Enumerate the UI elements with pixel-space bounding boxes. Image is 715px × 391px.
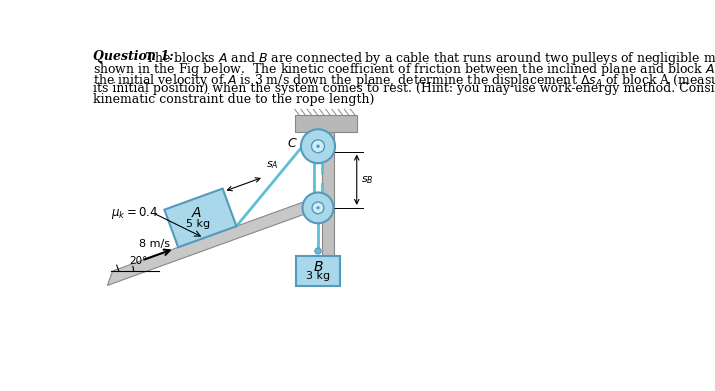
Circle shape	[312, 140, 325, 153]
Circle shape	[317, 145, 320, 148]
Text: $C$: $C$	[287, 137, 298, 150]
Text: kinematic constraint due to the rope length): kinematic constraint due to the rope len…	[93, 93, 375, 106]
Text: $A$: $A$	[191, 206, 202, 220]
Text: 8 m/s: 8 m/s	[139, 239, 170, 249]
Polygon shape	[164, 188, 237, 247]
Circle shape	[317, 206, 319, 209]
Text: $s_B$: $s_B$	[361, 174, 374, 186]
Bar	[296, 256, 340, 286]
Text: its initial position) when the system comes to rest. (Hint: you may use work-ene: its initial position) when the system co…	[93, 83, 715, 95]
Circle shape	[312, 202, 324, 214]
Bar	[295, 115, 357, 133]
Bar	[322, 133, 335, 271]
Circle shape	[315, 248, 321, 254]
Text: $s_A$: $s_A$	[266, 159, 279, 171]
Text: 3 kg: 3 kg	[306, 271, 330, 282]
Text: $B$: $B$	[312, 260, 323, 274]
Text: The blocks $A$ and $B$ are connected by a cable that runs around two pulleys of : The blocks $A$ and $B$ are connected by …	[142, 50, 715, 67]
Text: 20°: 20°	[129, 256, 148, 266]
Circle shape	[302, 192, 333, 223]
Polygon shape	[107, 200, 310, 285]
Text: shown in the Fig below.  The kinetic coefficient of friction between the incline: shown in the Fig below. The kinetic coef…	[93, 61, 715, 78]
Text: Question 1:: Question 1:	[93, 50, 174, 63]
Circle shape	[301, 129, 335, 163]
Text: the initial velocity of $A$ is 3 m/s down the plane, determine the displacement : the initial velocity of $A$ is 3 m/s dow…	[93, 72, 715, 88]
Text: $\mu_k = 0.4$: $\mu_k = 0.4$	[111, 205, 158, 221]
Text: 5 kg: 5 kg	[186, 219, 210, 229]
